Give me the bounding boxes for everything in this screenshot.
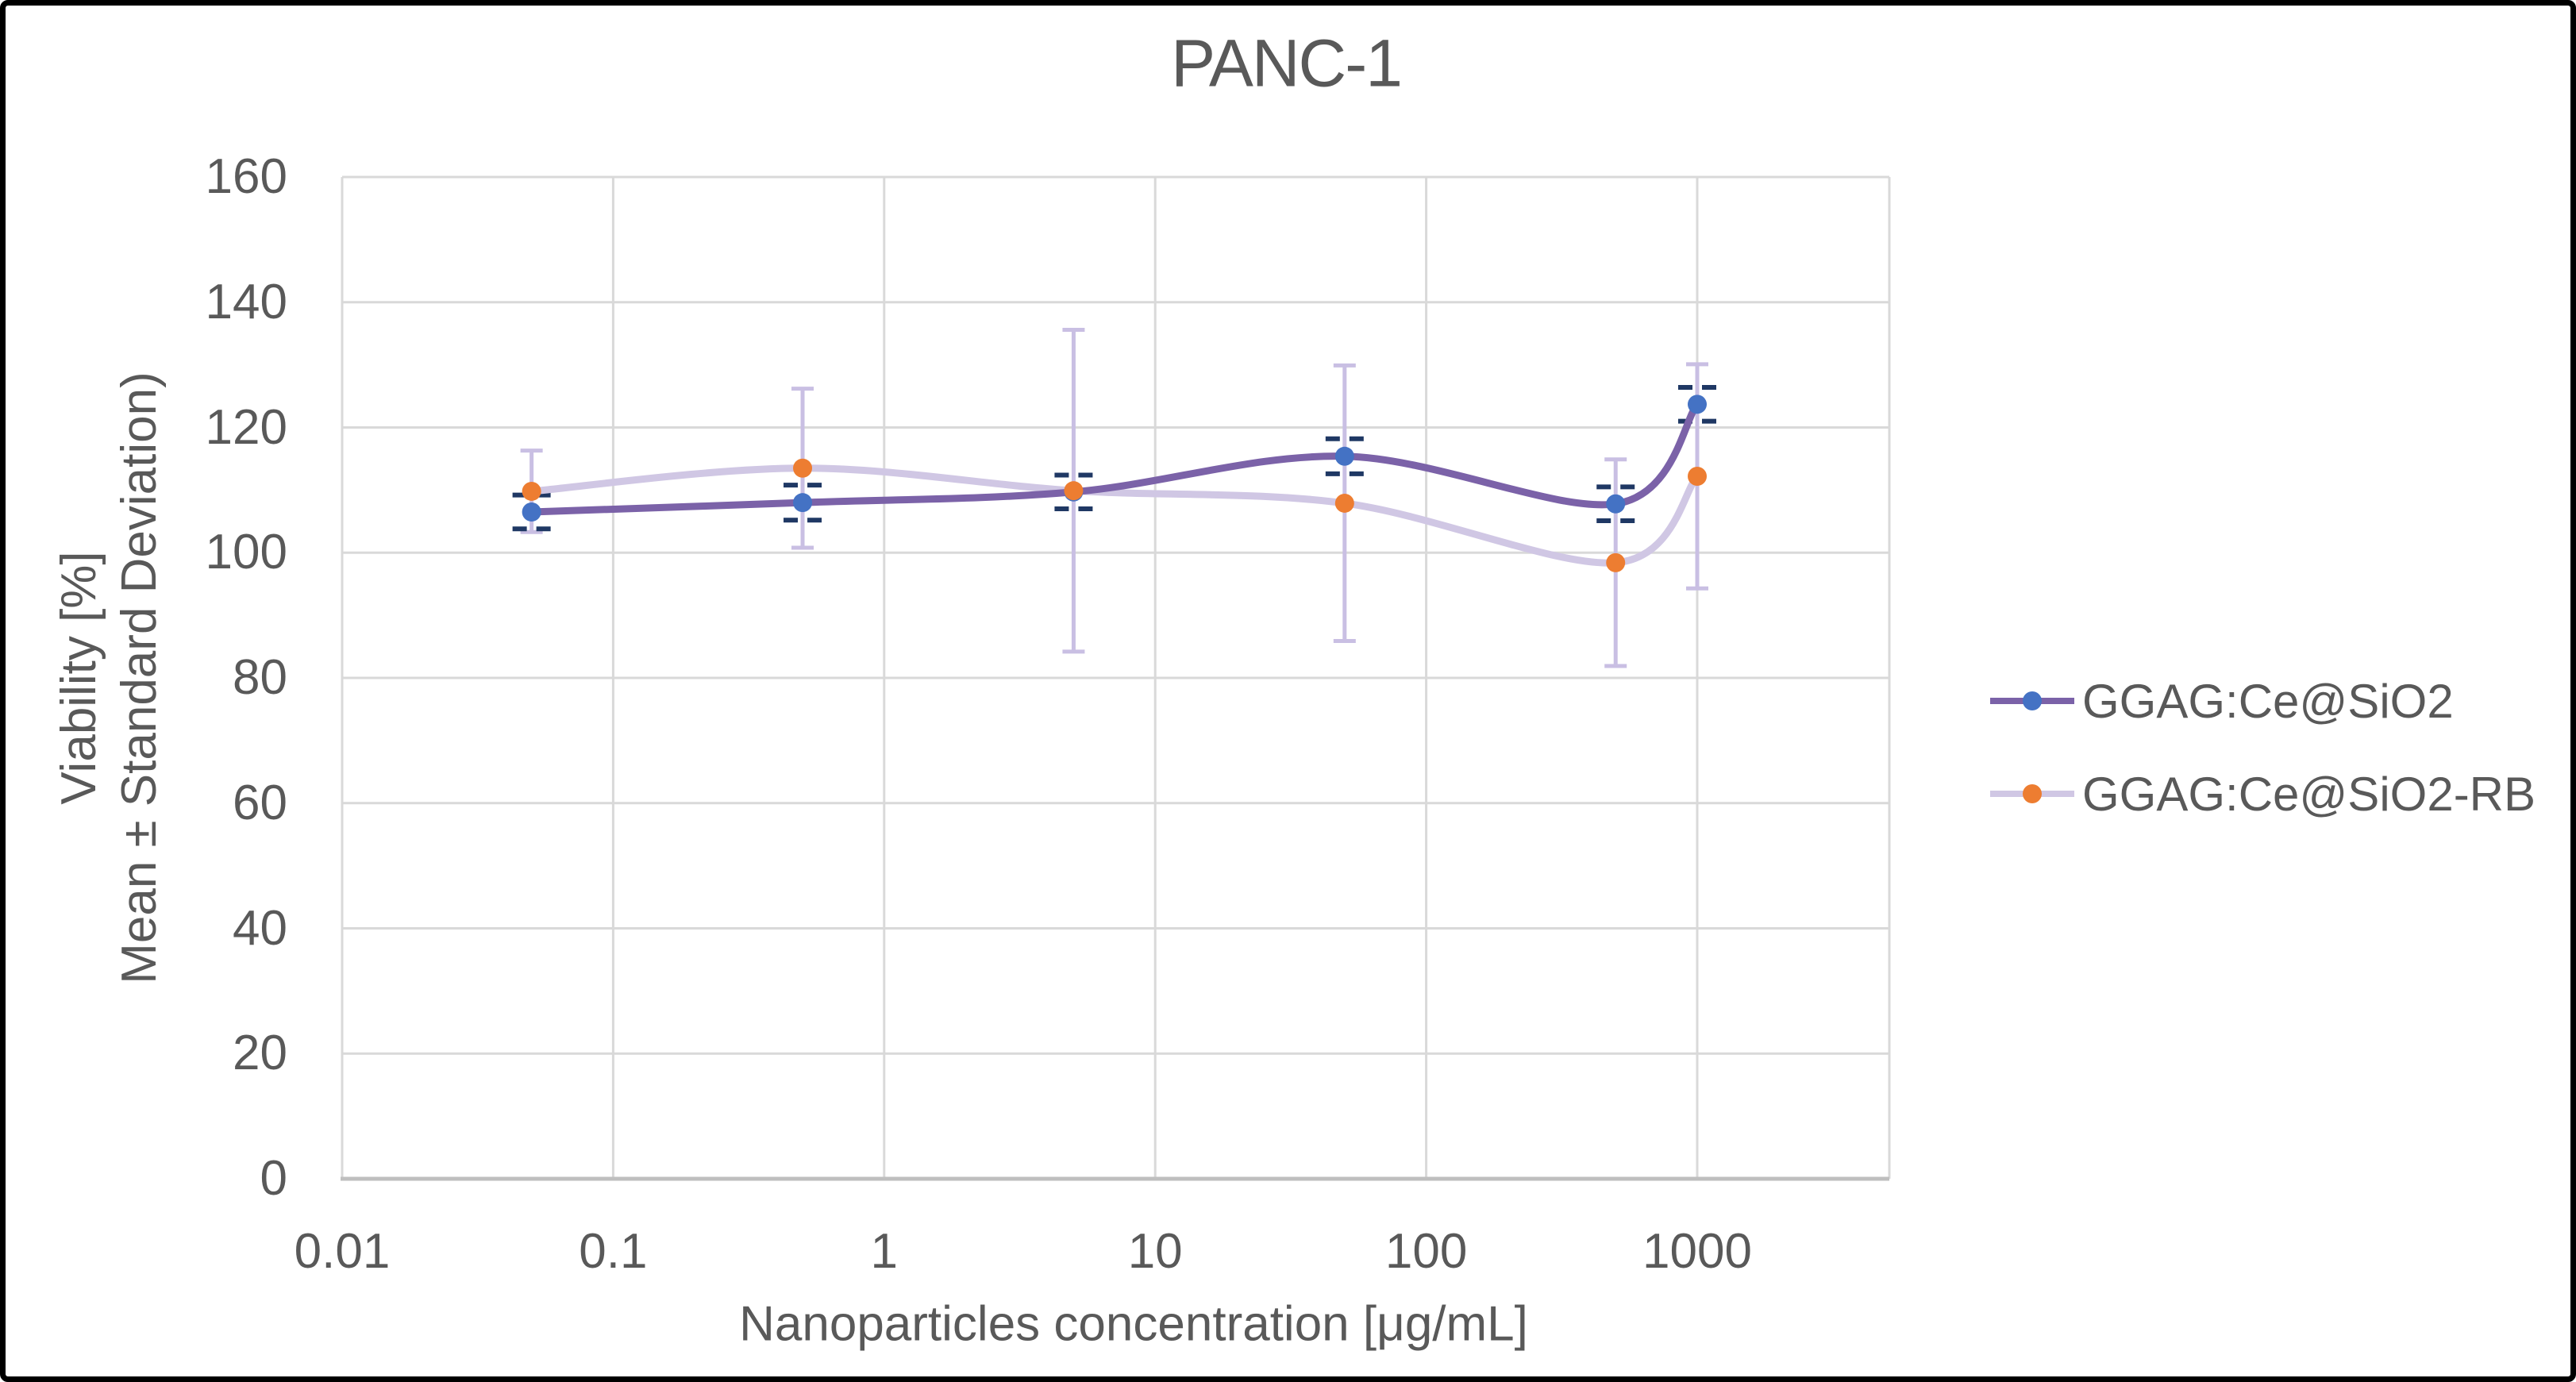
data-point-marker-ggag-ce-sio2-rb xyxy=(1606,552,1626,572)
data-point-marker-ggag-ce-sio2-rb xyxy=(1334,493,1354,513)
series-line-ggag-ce-sio2-rb xyxy=(528,464,1701,567)
legend-label: GGAG:Ce@SiO2-RB xyxy=(2082,767,2536,821)
legend-item-ggag-ce-sio2: GGAG:Ce@SiO2 xyxy=(1989,669,2536,733)
y-axis-tick-label: 100 xyxy=(205,525,287,580)
x-axis-tick-label: 100 xyxy=(1384,1224,1468,1279)
y-axis-tick-label: 60 xyxy=(233,775,287,830)
data-point-marker-ggag-ce-sio2 xyxy=(1334,446,1354,466)
data-point-marker-ggag-ce-sio2 xyxy=(1606,494,1626,514)
x-axis-tick-label: 10 xyxy=(1127,1224,1183,1279)
y-axis-tick-label: 120 xyxy=(205,399,287,455)
y-axis-tick-label: 40 xyxy=(233,900,287,956)
y-axis-tick-label: 160 xyxy=(205,149,287,204)
y-axis-tick-label: 0 xyxy=(260,1151,287,1206)
legend-item-ggag-ce-sio2-rb: GGAG:Ce@SiO2-RB xyxy=(1989,762,2536,826)
data-point-marker-ggag-ce-sio2 xyxy=(793,493,813,513)
chart-title: PANC-1 xyxy=(1171,25,1403,101)
legend: GGAG:Ce@SiO2 GGAG:Ce@SiO2-RB xyxy=(1989,669,2536,855)
legend-marker-line-icon xyxy=(1990,784,2074,803)
data-point-marker-ggag-ce-sio2-rb xyxy=(793,458,813,478)
y-axis-tick-label: 140 xyxy=(205,274,287,329)
y-axis-tick-label: 20 xyxy=(233,1026,287,1081)
data-point-marker-ggag-ce-sio2 xyxy=(522,502,541,522)
y-axis-tick-label: 80 xyxy=(233,650,287,705)
legend-label: GGAG:Ce@SiO2 xyxy=(2082,674,2454,728)
x-axis-title: Nanoparticles concentration [μg/mL] xyxy=(739,1296,1528,1352)
data-point-marker-ggag-ce-sio2-rb xyxy=(522,481,541,501)
data-point-marker-ggag-ce-sio2-rb xyxy=(1688,467,1707,487)
x-axis-tick-label: 1000 xyxy=(1642,1224,1752,1279)
x-axis-tick-label: 0.1 xyxy=(579,1224,648,1279)
data-point-marker-ggag-ce-sio2 xyxy=(1688,395,1707,414)
x-axis-tick-label: 1 xyxy=(870,1224,899,1279)
x-axis-tick-label: 0.01 xyxy=(294,1224,391,1279)
legend-marker-line-icon xyxy=(1990,691,2074,710)
data-point-marker-ggag-ce-sio2-rb xyxy=(1064,481,1084,501)
